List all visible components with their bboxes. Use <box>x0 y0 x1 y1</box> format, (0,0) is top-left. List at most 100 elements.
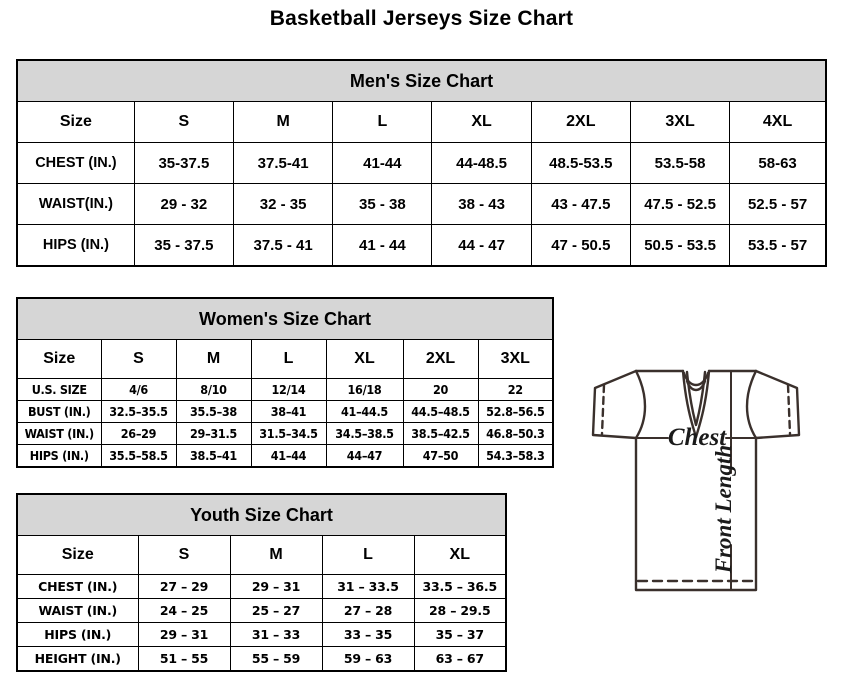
youth-row-label-chest: CHEST (IN.) <box>16 574 139 599</box>
womens-col-header-s: S <box>100 339 177 379</box>
mens-waist-3xl: 47.5 - 52.5 <box>629 183 731 225</box>
womens-bust-xl: 41–44.5 <box>325 400 404 423</box>
womens-chart-caption: Women's Size Chart <box>16 297 554 340</box>
mens-size-chart-table: Men's Size Chart Size S M L XL 2XL 3XL 4… <box>16 59 827 267</box>
page-title: Basketball Jerseys Size Chart <box>269 7 574 30</box>
womens-hips-s: 35.5–58.5 <box>100 444 177 468</box>
womens-ussize-xl: 16/18 <box>325 378 404 401</box>
youth-chest-m: 29 – 31 <box>229 574 323 599</box>
womens-ussize-l: 12/14 <box>250 378 327 401</box>
youth-size-chart-table: Youth Size Chart Size S M L XL CHEST (IN… <box>16 493 507 672</box>
womens-waist-l: 31.5–34.5 <box>250 422 327 445</box>
mens-hips-3xl: 50.5 - 53.5 <box>629 224 731 267</box>
womens-hips-3xl: 54.3–58.3 <box>477 444 554 468</box>
mens-col-header-l: L <box>332 101 433 143</box>
mens-hips-4xl: 53.5 - 57 <box>729 224 827 267</box>
youth-hips-s: 29 – 31 <box>137 622 231 647</box>
youth-waist-xl: 28 – 29.5 <box>413 598 507 623</box>
youth-chest-xl: 33.5 – 36.5 <box>413 574 507 599</box>
mens-chest-xl: 44-48.5 <box>431 142 532 184</box>
youth-row-label-height: HEIGHT (IN.) <box>16 646 139 672</box>
womens-row-label-us-size: U.S. SIZE <box>16 378 102 401</box>
womens-header-row: Size S M L XL 2XL 3XL <box>16 339 554 379</box>
mens-col-header-size: Size <box>16 101 135 143</box>
womens-ussize-2xl: 20 <box>402 378 479 401</box>
mens-waist-2xl: 43 - 47.5 <box>530 183 631 225</box>
womens-hips-2xl: 47–50 <box>402 444 479 468</box>
mens-chest-2xl: 48.5-53.5 <box>530 142 631 184</box>
mens-hips-m: 37.5 - 41 <box>232 224 334 267</box>
mens-header-row: Size S M L XL 2XL 3XL 4XL <box>16 101 827 143</box>
womens-bust-s: 32.5–35.5 <box>100 400 177 423</box>
collar-band-lower-curve <box>685 379 707 392</box>
youth-hips-m: 31 – 33 <box>229 622 323 647</box>
womens-ussize-m: 8/10 <box>175 378 252 401</box>
mens-hips-l: 41 - 44 <box>332 224 433 267</box>
womens-waist-s: 26–29 <box>100 422 177 445</box>
womens-col-header-3xl: 3XL <box>477 339 554 379</box>
womens-hips-m: 38.5–41 <box>175 444 252 468</box>
mens-row-label-waist: WAIST(IN.) <box>16 183 135 225</box>
mens-caption-row: Men's Size Chart <box>16 59 827 102</box>
youth-chest-s: 27 – 29 <box>137 574 231 599</box>
table-row: HIPS (IN.) 35.5–58.5 38.5–41 41–44 44–47… <box>16 444 554 468</box>
mens-hips-s: 35 - 37.5 <box>133 224 235 267</box>
mens-col-header-4xl: 4XL <box>729 101 827 143</box>
womens-col-header-l: L <box>250 339 327 379</box>
table-row: U.S. SIZE 4/6 8/10 12/14 16/18 20 22 <box>16 378 554 401</box>
mens-waist-m: 32 - 35 <box>232 183 334 225</box>
youth-waist-s: 24 – 25 <box>137 598 231 623</box>
neck-outer-v-shape <box>681 369 711 439</box>
front-length-measurement-label: Front Length <box>711 445 736 574</box>
youth-height-xl: 63 – 67 <box>413 646 507 672</box>
womens-bust-m: 35.5–38 <box>175 400 252 423</box>
mens-col-header-3xl: 3XL <box>629 101 731 143</box>
mens-chart-caption: Men's Size Chart <box>16 59 827 102</box>
table-row: WAIST(IN.) 29 - 32 32 - 35 35 - 38 38 - … <box>16 183 827 225</box>
collar-band-upper-curve <box>682 371 710 387</box>
left-sleeve-shape <box>591 369 638 440</box>
womens-hips-l: 41–44 <box>250 444 327 468</box>
mens-chest-3xl: 53.5-58 <box>629 142 731 184</box>
v-neck-jersey-measurement-diagram: Chest Front Length <box>556 345 836 645</box>
right-sleeve-shape <box>754 369 801 440</box>
mens-col-header-xl: XL <box>431 101 532 143</box>
mens-col-header-s: S <box>133 101 235 143</box>
youth-col-header-l: L <box>321 535 415 575</box>
mens-waist-4xl: 52.5 - 57 <box>729 183 827 225</box>
table-row: HEIGHT (IN.) 51 – 55 55 – 59 59 – 63 63 … <box>16 646 507 672</box>
mens-waist-l: 35 - 38 <box>332 183 433 225</box>
table-row: WAIST (IN.) 24 – 25 25 – 27 27 – 28 28 –… <box>16 598 507 623</box>
youth-chart-caption: Youth Size Chart <box>16 493 507 536</box>
mens-col-header-m: M <box>232 101 334 143</box>
womens-caption-row: Women's Size Chart <box>16 297 554 340</box>
womens-row-label-waist: WAIST (IN.) <box>16 422 102 445</box>
youth-col-header-s: S <box>137 535 231 575</box>
womens-waist-3xl: 46.8–50.3 <box>477 422 554 445</box>
youth-col-header-size: Size <box>16 535 139 575</box>
womens-row-label-hips: HIPS (IN.) <box>16 444 102 468</box>
youth-hips-xl: 35 – 37 <box>413 622 507 647</box>
right-cuff-dashed-line <box>786 383 792 436</box>
mens-chest-s: 35-37.5 <box>133 142 235 184</box>
youth-caption-row: Youth Size Chart <box>16 493 507 536</box>
mens-waist-xl: 38 - 43 <box>431 183 532 225</box>
womens-ussize-s: 4/6 <box>100 378 177 401</box>
mens-hips-2xl: 47 - 50.5 <box>530 224 631 267</box>
youth-chest-l: 31 – 33.5 <box>321 574 415 599</box>
youth-col-header-m: M <box>229 535 323 575</box>
neck-inner-v-shape <box>685 370 707 427</box>
womens-ussize-3xl: 22 <box>477 378 554 401</box>
mens-chest-m: 37.5-41 <box>232 142 334 184</box>
mens-chest-4xl: 58-63 <box>729 142 827 184</box>
mens-waist-s: 29 - 32 <box>133 183 235 225</box>
youth-height-m: 55 – 59 <box>229 646 323 672</box>
left-cuff-dashed-line <box>600 383 606 436</box>
table-row: CHEST (IN.) 27 – 29 29 – 31 31 – 33.5 33… <box>16 574 507 599</box>
mens-col-header-2xl: 2XL <box>530 101 631 143</box>
mens-hips-xl: 44 - 47 <box>431 224 532 267</box>
womens-waist-m: 29–31.5 <box>175 422 252 445</box>
table-row: BUST (IN.) 32.5–35.5 35.5–38 38–41 41–44… <box>16 400 554 423</box>
table-row: CHEST (IN.) 35-37.5 37.5-41 41-44 44-48.… <box>16 142 827 184</box>
mens-row-label-chest: CHEST (IN.) <box>16 142 135 184</box>
